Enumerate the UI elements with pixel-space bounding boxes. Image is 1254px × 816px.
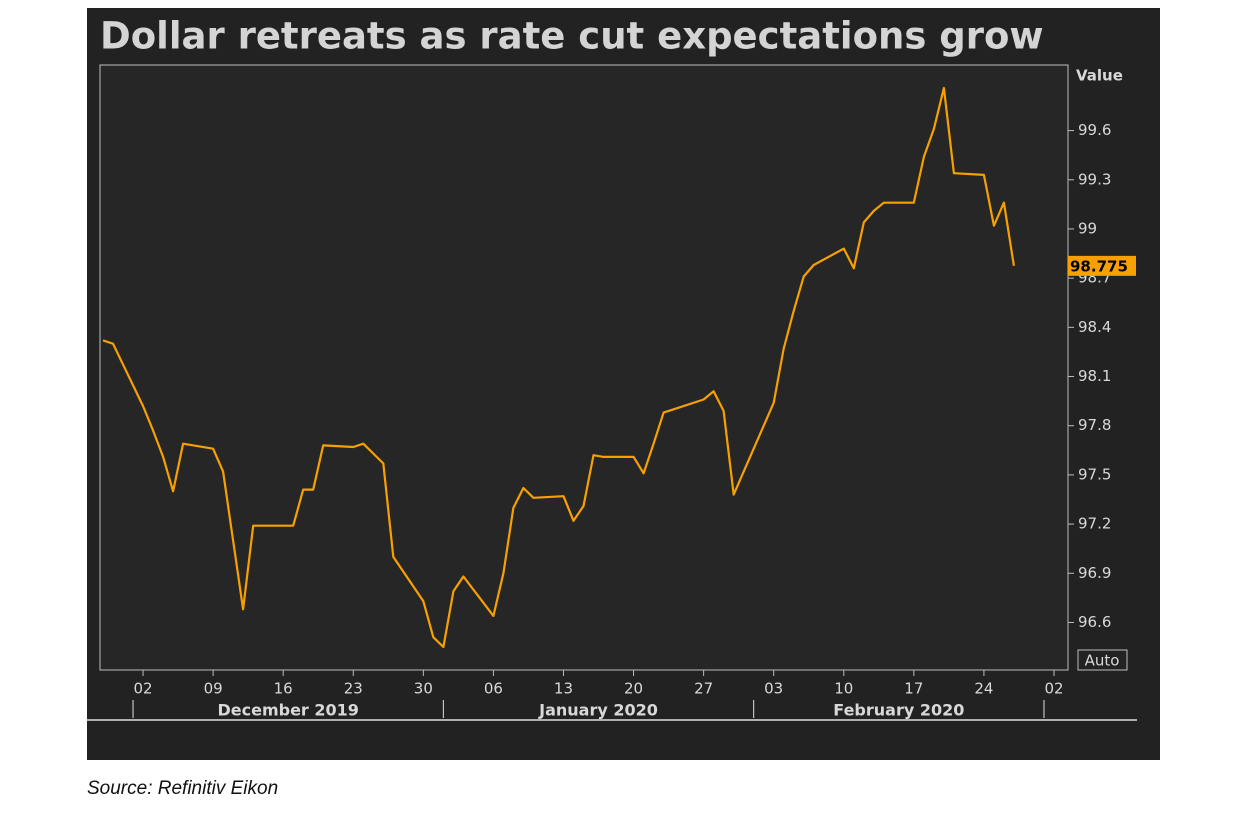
x-tick-label: 17 [904, 680, 923, 698]
x-tick-label: 09 [204, 680, 223, 698]
y-tick-label: 98.1 [1078, 367, 1111, 385]
y-axis-label: Value [1076, 67, 1123, 85]
last-value-label: 98.775 [1070, 257, 1128, 275]
month-label: December 2019 [217, 701, 358, 720]
x-tick-label: 30 [414, 680, 433, 698]
x-tick-label: 03 [764, 680, 783, 698]
month-label: February 2020 [833, 701, 964, 720]
y-tick-label: 97.2 [1078, 515, 1111, 533]
y-tick-label: 99 [1078, 219, 1097, 237]
y-tick-label: 96.6 [1078, 613, 1111, 631]
auto-box [1077, 649, 1128, 671]
x-tick-label: 16 [274, 680, 293, 698]
x-tick-label: 06 [484, 680, 503, 698]
y-tick-label: 99.3 [1078, 170, 1111, 188]
y-tick-label: 97.8 [1078, 416, 1111, 434]
y-tick-label: 99.6 [1078, 121, 1111, 139]
x-tick-label: 10 [834, 680, 853, 698]
chart-title: Dollar retreats as rate cut expectations… [100, 15, 1044, 58]
x-tick-label: 24 [974, 680, 993, 698]
x-tick-label: 13 [554, 680, 573, 698]
x-tick-label: 02 [1044, 680, 1063, 698]
plot-area [99, 64, 1069, 671]
y-tick-label: 96.9 [1078, 564, 1111, 582]
scale-mode: Auto [1085, 652, 1120, 670]
last-value-box [1068, 255, 1136, 276]
x-tick-label: 20 [624, 680, 643, 698]
x-tick-label: 02 [133, 680, 152, 698]
source: Source: Refinitiv Eikon [87, 778, 278, 799]
x-tick-label: 27 [694, 680, 713, 698]
price-line [102, 86, 1015, 649]
y-tick-label: 97.5 [1078, 465, 1111, 483]
y-tick-label: 98.4 [1078, 318, 1111, 336]
x-tick-label: 23 [344, 680, 363, 698]
month-label: January 2020 [538, 701, 658, 720]
